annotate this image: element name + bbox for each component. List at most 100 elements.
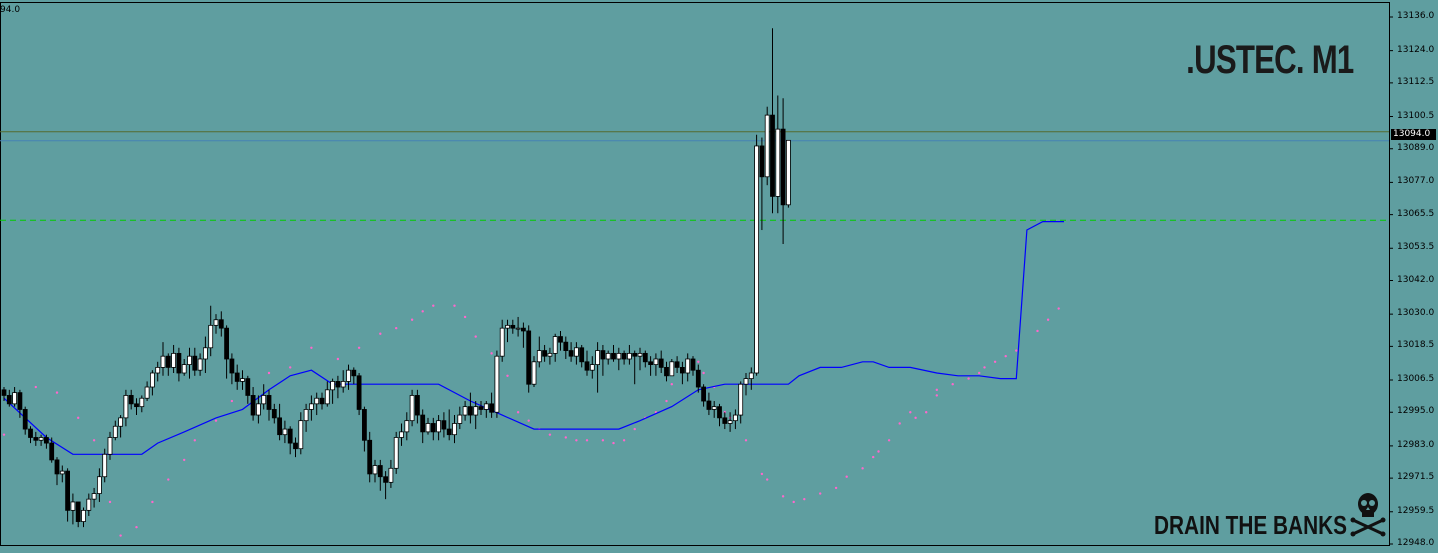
candle xyxy=(770,28,775,214)
candle-body xyxy=(112,425,118,438)
sar-dot xyxy=(289,366,292,369)
candle xyxy=(240,370,245,390)
candle-body xyxy=(717,406,722,419)
sar-dot xyxy=(453,304,456,307)
candle xyxy=(340,370,346,393)
y-tick-label: 12948.0 xyxy=(1397,538,1435,548)
y-tick-label: 13124.0 xyxy=(1397,44,1435,55)
candle xyxy=(568,342,574,362)
candle-body xyxy=(91,493,97,500)
candle-body xyxy=(314,397,320,405)
candle-body xyxy=(149,372,155,388)
sar-dot xyxy=(379,332,382,335)
candle-body xyxy=(648,361,653,365)
candle-body xyxy=(17,392,23,410)
candle-body xyxy=(521,327,526,332)
sar-dot xyxy=(665,399,668,403)
sar-dot xyxy=(909,411,912,414)
candle-body xyxy=(367,439,373,475)
candle-body xyxy=(202,347,208,360)
sar-dot xyxy=(834,486,838,490)
candle-body xyxy=(33,437,39,441)
candle-body xyxy=(187,355,192,365)
candle xyxy=(351,367,357,385)
candle xyxy=(436,415,442,441)
candle-body xyxy=(372,465,378,475)
candle-body xyxy=(446,428,452,436)
candle-body xyxy=(733,414,738,422)
candle-body xyxy=(457,414,463,424)
candle xyxy=(536,336,542,368)
candle-body xyxy=(489,403,495,413)
candle xyxy=(139,395,145,413)
y-tick-label: 13006.5 xyxy=(1397,374,1435,384)
candle xyxy=(28,426,33,444)
candle-body xyxy=(685,358,691,374)
sar-dot xyxy=(548,433,552,436)
candle-body xyxy=(478,406,484,410)
candle xyxy=(54,457,60,486)
candle xyxy=(531,356,537,388)
candle-body xyxy=(224,327,230,360)
candle-body xyxy=(197,358,203,371)
sar-dot xyxy=(898,422,901,425)
candle xyxy=(558,330,563,351)
candle xyxy=(75,501,81,528)
candle xyxy=(579,344,585,368)
candle-body xyxy=(621,352,627,360)
candle-body xyxy=(59,470,65,475)
candle-body xyxy=(510,324,516,329)
y-tick-label: 13053.5 xyxy=(1397,242,1435,253)
candle-body xyxy=(743,378,749,385)
candle-body xyxy=(176,352,182,374)
sar-dot xyxy=(622,439,626,442)
candle-body xyxy=(255,403,261,416)
candle xyxy=(775,95,781,214)
candle-body xyxy=(356,375,362,410)
candle-body xyxy=(44,437,49,444)
candle xyxy=(627,344,632,365)
candle xyxy=(616,347,622,371)
candle xyxy=(383,471,389,500)
sar-dot xyxy=(92,439,96,442)
candle-body xyxy=(293,442,298,450)
candle xyxy=(245,375,251,404)
sar-dot xyxy=(214,419,218,422)
candle xyxy=(181,358,187,376)
candle xyxy=(346,364,351,390)
candle xyxy=(107,431,113,460)
candle xyxy=(59,465,65,483)
candle xyxy=(192,347,198,376)
candle xyxy=(494,350,500,418)
candle xyxy=(547,347,553,365)
candle-body xyxy=(499,327,505,357)
sar-dot xyxy=(819,492,822,495)
sar-dot xyxy=(564,436,567,439)
sar-dot xyxy=(877,450,880,453)
candle-body xyxy=(637,352,643,357)
candle xyxy=(669,358,675,377)
candle-body xyxy=(102,453,108,478)
candle xyxy=(680,361,685,385)
candle-body xyxy=(701,386,706,402)
candle xyxy=(685,353,691,382)
y-tick-label: 13077.0 xyxy=(1397,176,1435,187)
candle-body xyxy=(780,128,786,206)
candle xyxy=(377,459,383,491)
candle-body xyxy=(748,372,754,380)
sar-dot xyxy=(119,534,122,537)
candle-body xyxy=(627,352,632,360)
candle xyxy=(165,353,171,376)
sar-dot xyxy=(925,411,928,414)
candle xyxy=(589,356,595,379)
candle-body xyxy=(319,397,325,405)
sar-dot xyxy=(421,310,424,313)
candle-body xyxy=(22,409,28,430)
candle xyxy=(224,325,230,379)
candle xyxy=(467,392,473,424)
candle xyxy=(637,347,643,371)
candle-body xyxy=(229,358,235,374)
sar-dot xyxy=(575,439,578,442)
